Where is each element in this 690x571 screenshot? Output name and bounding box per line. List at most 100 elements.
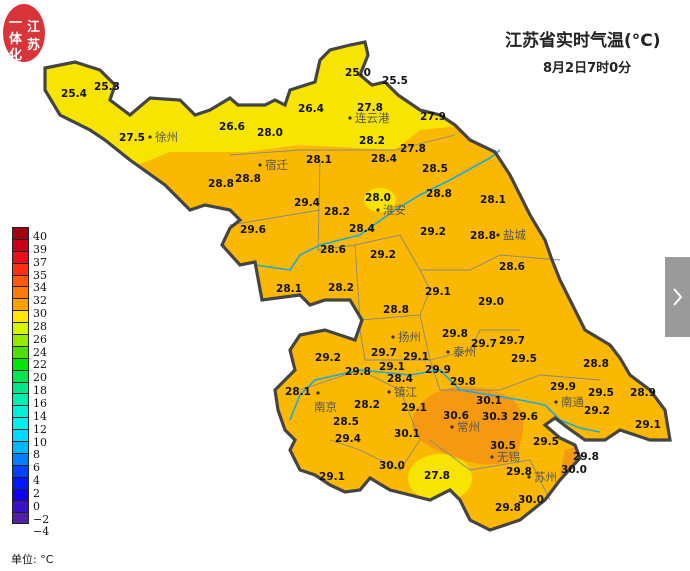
station-temperature: 27.8 xyxy=(400,143,426,155)
legend-label: 6 xyxy=(33,461,40,475)
station-temperature: 29.1 xyxy=(425,286,451,298)
legend-swatch xyxy=(12,441,29,453)
station-temperature: 29.2 xyxy=(315,352,341,364)
station-temperature: 28.2 xyxy=(354,399,380,411)
legend-swatch xyxy=(12,250,29,263)
station-temperature: 28.6 xyxy=(320,244,346,256)
legend-swatch xyxy=(12,274,29,287)
zone-26-28-south xyxy=(408,454,472,502)
station-temperature: 28.9 xyxy=(630,387,656,399)
station-temperature: 27.8 xyxy=(357,102,383,114)
district-boundaries xyxy=(229,134,601,501)
logo-char: 体 xyxy=(9,32,23,47)
city-marker xyxy=(446,350,450,354)
station-temperature: 30.5 xyxy=(490,440,516,452)
station-temperature: 29.8 xyxy=(442,328,468,340)
station-temperature: 30.0 xyxy=(379,460,405,472)
station-temperature: 25.5 xyxy=(382,75,408,87)
city-marker xyxy=(527,475,531,479)
city-label: 宿迁 xyxy=(265,158,288,172)
station-temperature: 29.7 xyxy=(499,335,525,347)
station-temperature: 28.0 xyxy=(365,192,391,204)
legend-label: 24 xyxy=(33,345,47,359)
legend-label: 18 xyxy=(33,384,47,398)
station-temperature: 25.0 xyxy=(345,67,371,79)
station-temperature: 29.2 xyxy=(584,405,610,417)
logo-char: 苏 xyxy=(27,38,41,53)
station-temperature: 28.1 xyxy=(276,283,302,295)
station-temperature: 29.8 xyxy=(495,502,521,514)
station-temperature: 28.5 xyxy=(422,163,448,175)
legend-label: 37 xyxy=(33,255,47,269)
legend-label: 34 xyxy=(33,281,47,295)
city-label: 扬州 xyxy=(398,330,421,344)
station-temperature: 30.6 xyxy=(443,410,469,422)
legend-swatch xyxy=(12,464,29,477)
station-temperature: 29.1 xyxy=(401,402,427,414)
map-title: 江苏省实时气温(°C) xyxy=(505,31,661,51)
station-temperature: 27.8 xyxy=(424,470,450,482)
city-label: 南京 xyxy=(314,400,337,414)
station-temperature: 29.7 xyxy=(471,338,497,350)
legend-label: 28 xyxy=(33,319,47,333)
legend-swatch xyxy=(12,334,29,346)
station-temperature: 30.1 xyxy=(476,395,502,407)
legend-label: 26 xyxy=(33,332,47,346)
city-label: 淮安 xyxy=(383,203,406,217)
station-temperature: 29.8 xyxy=(345,366,371,378)
station-temperature: 29.8 xyxy=(450,376,476,388)
legend-label: 4 xyxy=(33,474,40,488)
logo-char: 一 xyxy=(9,16,23,31)
legend-label: 14 xyxy=(33,409,47,423)
station-temperature: 29.2 xyxy=(420,226,446,238)
city-label: 镇江 xyxy=(394,385,417,399)
city-label: 南通 xyxy=(561,395,584,409)
legend-swatch xyxy=(12,429,29,442)
legend-swatch xyxy=(12,405,29,418)
legend-swatch xyxy=(12,238,29,251)
station-temperature: 28.1 xyxy=(480,194,506,206)
legend-swatch xyxy=(12,262,29,275)
station-temperature: 28.8 xyxy=(583,358,609,370)
station-temperature: 28.1 xyxy=(306,154,332,166)
zone-26-28 xyxy=(45,42,670,168)
station-temperature: 29.8 xyxy=(573,451,599,463)
station-temperature: 29.7 xyxy=(371,347,397,359)
logo-char: 江 xyxy=(27,20,41,35)
city-label: 苏州 xyxy=(534,470,557,484)
legend-swatch xyxy=(12,286,29,299)
legend-label: 20 xyxy=(33,371,47,385)
station-temperature: 27.5 xyxy=(119,132,145,144)
province-border xyxy=(43,40,672,532)
city-marker xyxy=(387,390,391,394)
station-temperature: 25.3 xyxy=(94,81,120,93)
legend-swatch xyxy=(12,393,29,406)
zone-26-28-huaian xyxy=(364,188,396,212)
city-marker xyxy=(258,163,262,167)
legend-swatch xyxy=(12,369,29,382)
legend-label: −2 xyxy=(33,512,50,526)
city-label: 常州 xyxy=(457,420,480,434)
station-temperature: 28.8 xyxy=(383,304,409,316)
station-temperature: 26.6 xyxy=(219,121,245,133)
station-temperature: 30.0 xyxy=(518,494,544,506)
city-marker xyxy=(316,391,320,395)
legend-swatch xyxy=(12,357,29,370)
legend-swatches xyxy=(12,227,29,525)
legend-label: 35 xyxy=(33,268,47,282)
station-temperature: 29.5 xyxy=(511,353,537,365)
city-marker xyxy=(348,116,352,120)
station-temperature: 28.8 xyxy=(208,178,234,190)
legend-labels: 40 39 37 35 34 32 30 28 26 24 22 20 18 16 14 12 10 8 6 4 2 0−… xyxy=(33,231,49,539)
legend-label: 30 xyxy=(33,307,47,321)
jiangsu-logo: 一 体 化 江 苏 xyxy=(3,4,45,63)
logo-char: 化 xyxy=(9,48,23,63)
next-panel-button[interactable] xyxy=(665,257,690,337)
station-temperature: 29.1 xyxy=(635,419,661,431)
station-temperature: 29.5 xyxy=(533,436,559,448)
station-temperature: 29.1 xyxy=(319,471,345,483)
legend-label: 10 xyxy=(33,435,47,449)
station-temperature: 28.4 xyxy=(371,153,397,165)
